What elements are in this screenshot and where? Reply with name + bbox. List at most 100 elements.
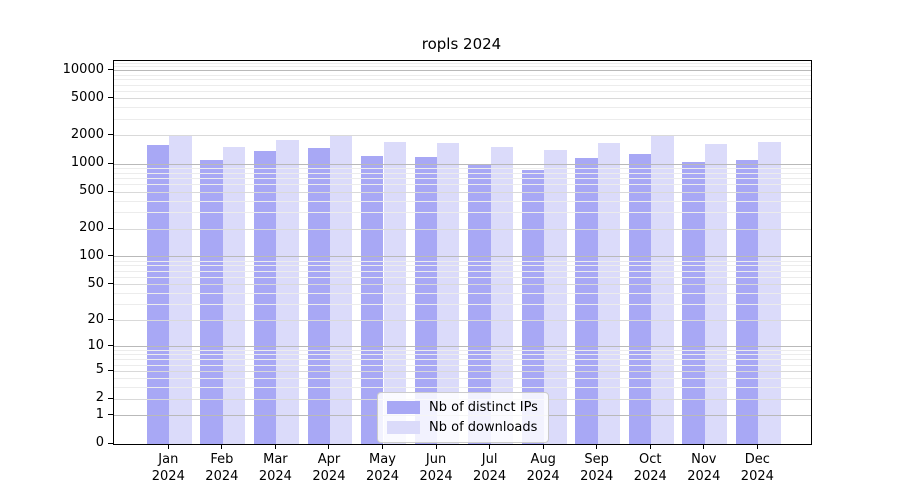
bar-distinct-ips [307,147,330,444]
y-axis-tick-label: 0 [95,435,104,450]
gridline-minor [114,184,811,186]
x-axis-tick-label: Dec 2024 [740,452,774,484]
gridline-minor [114,119,811,121]
bar-downloads [490,147,513,444]
y-axis-tick-label: 1000 [70,155,104,171]
gridline-minor [114,364,811,366]
x-axis-tick-label: Apr 2024 [312,452,346,484]
bar-distinct-ips [200,159,223,444]
x-axis-tick [649,445,651,449]
x-axis-tick [328,445,330,449]
x-axis-tick [703,445,705,449]
gridline-minor [114,359,811,361]
gridline [114,70,811,72]
legend-swatch-downloads [387,421,420,434]
x-axis-tick [221,445,223,449]
gridline-minor [114,276,811,278]
y-axis-tick [108,162,113,164]
x-axis-tick-label: Sep 2024 [580,452,614,484]
gridline [114,284,811,286]
bar-downloads [276,140,299,444]
y-axis-tick [108,69,113,71]
legend-entry-distinct-ips: Nb of distinct IPs [387,400,538,415]
gridline-minor [114,260,811,262]
chart-title: ropls 2024 [421,35,502,53]
gridline-minor [114,167,811,169]
bar-downloads [383,141,406,444]
y-axis-tick [108,397,113,399]
gridline [114,191,811,193]
plot-area [113,60,812,445]
gridline [114,135,811,137]
x-axis-tick-label: Mar 2024 [258,452,292,484]
y-axis-tick-label: 10000 [62,61,104,77]
gridline [114,98,811,100]
y-axis-tick-label: 2 [95,390,104,406]
y-axis-tick [108,134,113,136]
bar-distinct-ips [628,153,652,444]
x-axis-tick-label: Jan 2024 [151,452,185,484]
y-axis-tick [108,97,113,99]
y-axis-tick-label: 20 [87,311,104,327]
gridline-minor [114,66,811,68]
y-axis-tick-label: 2000 [70,126,104,142]
bar-downloads [169,135,192,444]
y-axis-tick [108,345,113,347]
gridline-minor [114,378,811,380]
bar-downloads [222,146,246,444]
y-axis-tick-label: 1 [95,406,104,422]
bar-downloads [651,136,674,444]
x-axis-tick [167,445,169,449]
bar-downloads [329,135,353,444]
gridline [114,320,811,322]
bar-distinct-ips [468,164,491,444]
y-axis-tick-label: 5000 [70,89,104,105]
x-axis-tick-label: Oct 2024 [633,452,667,484]
y-axis-tick [108,255,113,257]
y-axis-tick [108,442,113,444]
x-axis-tick-label: Jul 2024 [473,452,507,484]
gridline [114,163,811,165]
y-axis-tick-label: 10 [87,337,104,353]
y-axis-tick [108,190,113,192]
bar-distinct-ips [146,144,170,444]
y-axis-tick-label: 500 [79,183,104,199]
x-axis-tick [382,445,383,449]
legend-label-downloads: Nb of downloads [429,420,538,435]
y-axis-tick-label: 5 [95,362,104,378]
y-axis-tick [108,369,113,371]
legend-swatch-distinct-ips [387,401,420,414]
gridline-minor [114,270,811,272]
x-axis-tick [274,445,276,449]
gridline [114,370,811,372]
gridline-minor [114,265,811,267]
bar-downloads [544,150,567,444]
x-axis-tick-label: Jun 2024 [419,452,453,484]
gridline-minor [114,293,811,295]
x-axis-tick-label: May 2024 [365,452,400,484]
y-axis-tick-label: 200 [79,220,104,236]
y-axis-tick [108,227,113,229]
gridline [114,228,811,230]
legend-label-distinct-ips: Nb of distinct IPs [429,400,538,415]
x-axis-tick [542,445,544,449]
gridline-minor [114,84,811,86]
bar-distinct-ips [735,160,759,444]
y-axis-tick-label: 50 [87,275,104,291]
gridline-minor [114,350,811,352]
gridline [114,256,811,258]
gridline-minor [114,304,811,306]
x-axis-tick-label: Aug 2024 [526,452,560,484]
bar-distinct-ips [521,169,545,444]
gridline-minor [114,107,811,109]
gridline-minor [114,62,811,64]
x-axis-tick [756,445,758,449]
gridline-minor [114,200,811,202]
gridline-minor [114,74,811,76]
y-axis-tick [108,283,113,285]
y-axis-tick [108,319,113,321]
gridline-minor [114,354,811,356]
gridline-minor [114,90,811,92]
y-axis-tick [108,414,113,416]
